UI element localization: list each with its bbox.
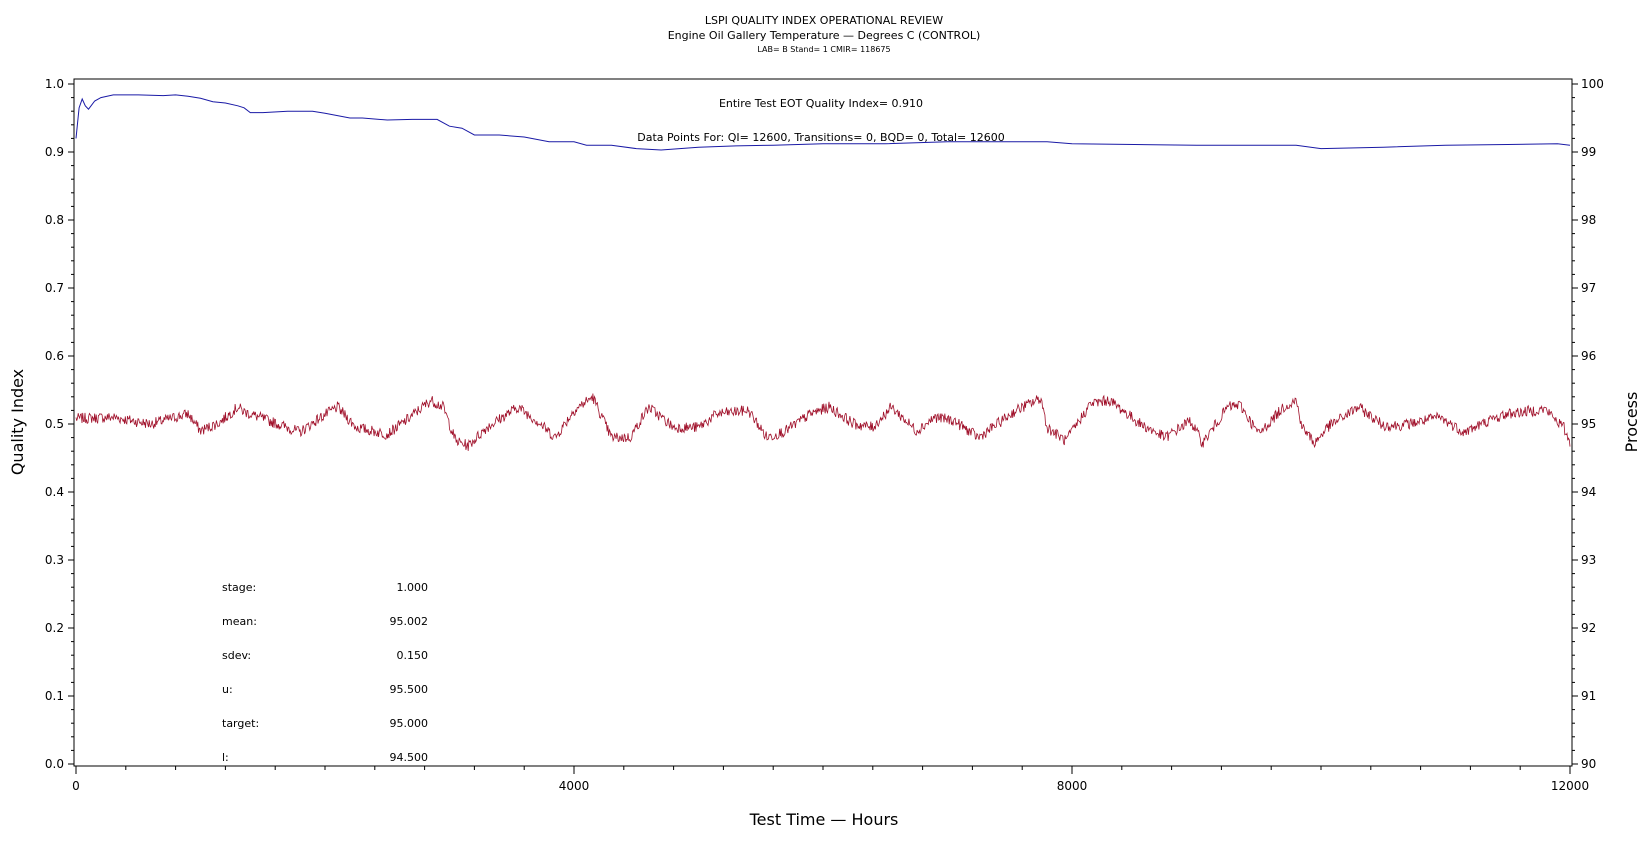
y2-tick-label: 94 xyxy=(1581,485,1596,499)
y-axis-label: Quality Index xyxy=(8,369,27,475)
chart-subtitle: Engine Oil Gallery Temperature — Degrees… xyxy=(668,29,981,42)
stat-value-target: 95.000 xyxy=(390,717,429,730)
y-tick-label: 0.9 xyxy=(45,145,64,159)
y2-tick-label: 97 xyxy=(1581,281,1596,295)
x-tick-label: 4000 xyxy=(559,779,590,793)
stat-label-stage: stage: xyxy=(222,581,256,594)
x-axis-label: Test Time — Hours xyxy=(749,810,899,829)
y2-tick-label: 92 xyxy=(1581,621,1596,635)
stat-label-sdev: sdev: xyxy=(222,649,251,662)
chart-title: LSPI QUALITY INDEX OPERATIONAL REVIEW xyxy=(705,14,943,27)
stat-value-stage: 1.000 xyxy=(397,581,429,594)
y-tick-label: 0.1 xyxy=(45,689,64,703)
series-line-quality-index xyxy=(75,94,1571,151)
stat-label-target: target: xyxy=(222,717,259,730)
x-tick-label: 12000 xyxy=(1551,779,1589,793)
plot-frame xyxy=(73,78,1573,767)
data-points-annotation: Data Points For: QI= 12600, Transitions=… xyxy=(637,131,1005,144)
y-tick-label: 0.8 xyxy=(45,213,64,227)
stat-label-u: u: xyxy=(222,683,233,696)
x-tick-label: 8000 xyxy=(1057,779,1088,793)
y2-tick-label: 99 xyxy=(1581,145,1596,159)
right-axis: 90 91 92 93 94 95 96 97 98 99 100 xyxy=(1572,77,1604,771)
x-tick-label: 0 xyxy=(72,779,80,793)
stat-value-sdev: 0.150 xyxy=(397,649,429,662)
y-tick-label: 0.4 xyxy=(45,485,64,499)
series-line-process xyxy=(75,393,1571,451)
stat-value-mean: 95.002 xyxy=(390,615,429,628)
y-tick-label: 0.2 xyxy=(45,621,64,635)
y2-tick-label: 100 xyxy=(1581,77,1604,91)
stat-label-l: l: xyxy=(222,751,229,764)
y-tick-label: 0.3 xyxy=(45,553,64,567)
left-axis: 0.0 0.1 0.2 0.3 0.4 0.5 0.6 0.7 0.8 0.9 1.0 xyxy=(45,77,74,771)
bottom-axis: 0 4000 8000 12000 xyxy=(72,766,1589,793)
chart-meta: LAB= B Stand= 1 CMIR= 118675 xyxy=(757,45,890,54)
chart-header: LSPI QUALITY INDEX OPERATIONAL REVIEW En… xyxy=(668,14,981,54)
y2-axis-label: Process xyxy=(1622,392,1641,453)
y-tick-label: 0.5 xyxy=(45,417,64,431)
y-tick-label: 0.6 xyxy=(45,349,64,363)
quality-index-annotation: Entire Test EOT Quality Index= 0.910 xyxy=(719,97,923,110)
stat-value-l: 94.500 xyxy=(390,751,429,764)
y2-tick-label: 96 xyxy=(1581,349,1596,363)
stats-block: stage: 1.000 mean: 95.002 sdev: 0.150 u:… xyxy=(222,581,428,764)
stat-label-mean: mean: xyxy=(222,615,257,628)
y2-tick-label: 98 xyxy=(1581,213,1596,227)
y2-tick-label: 95 xyxy=(1581,417,1596,431)
y2-tick-label: 93 xyxy=(1581,553,1596,567)
y2-tick-label: 90 xyxy=(1581,757,1596,771)
y-tick-label: 0.0 xyxy=(45,757,64,771)
y2-tick-label: 91 xyxy=(1581,689,1596,703)
y-tick-label: 1.0 xyxy=(45,77,64,91)
y-tick-label: 0.7 xyxy=(45,281,64,295)
stat-value-u: 95.500 xyxy=(390,683,429,696)
